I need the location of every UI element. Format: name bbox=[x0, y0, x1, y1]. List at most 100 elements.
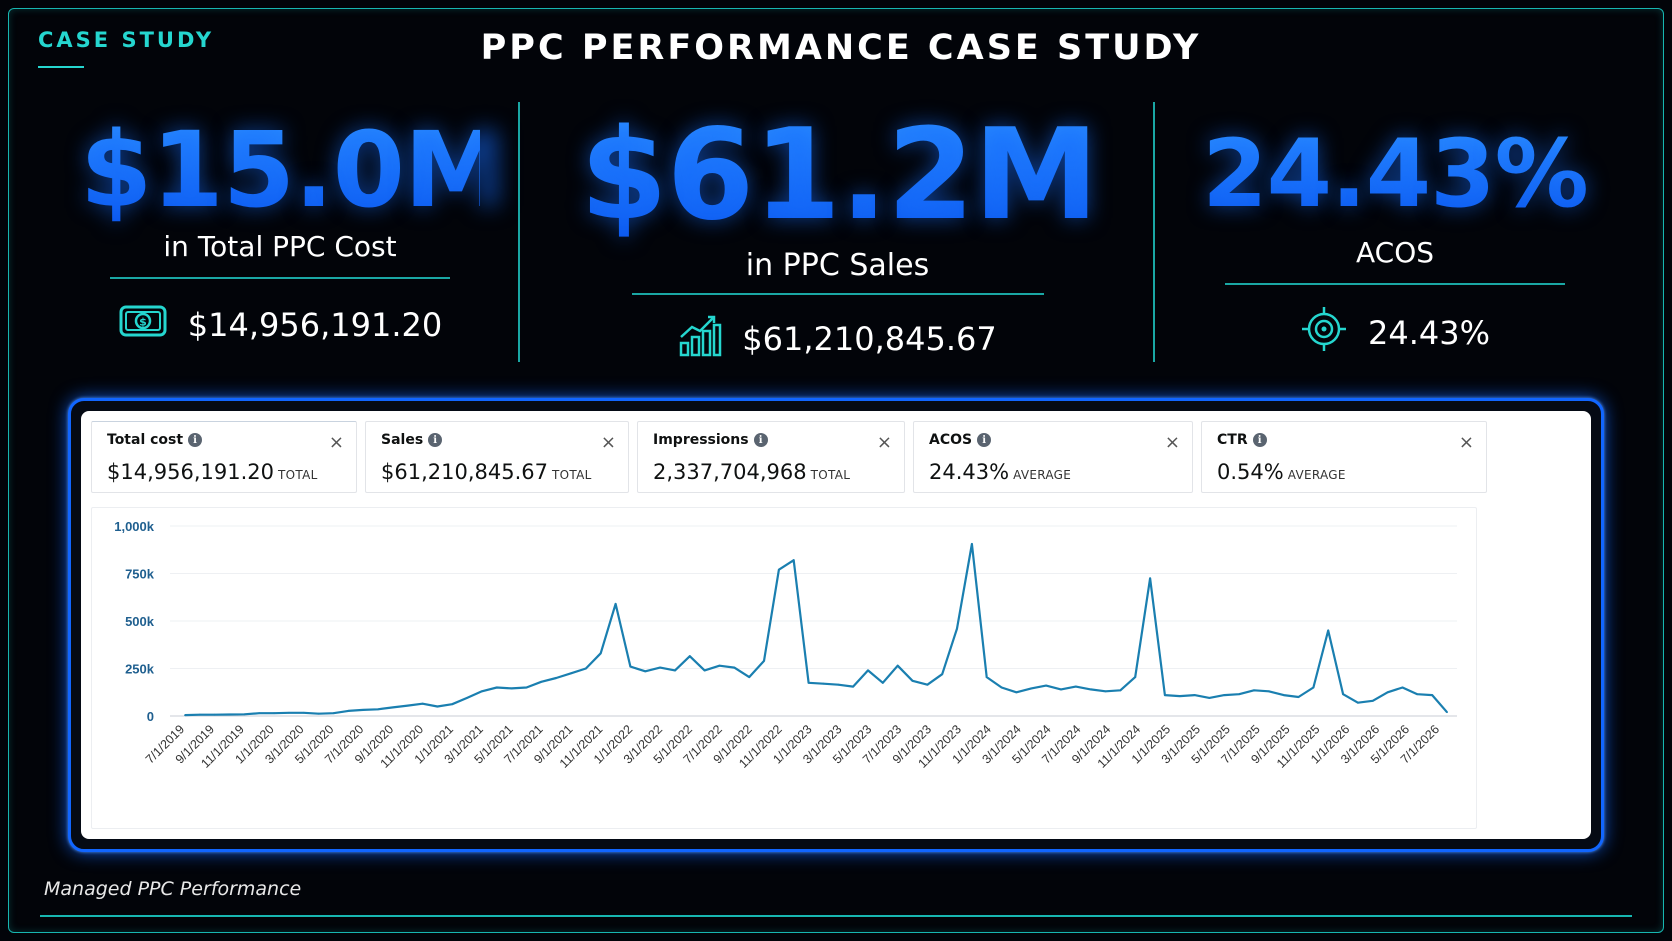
metric-value-row: 24.43% AVERAGE bbox=[929, 460, 1071, 484]
kpi-exact-value: 24.43% bbox=[1367, 313, 1490, 352]
info-icon[interactable]: i bbox=[188, 433, 203, 447]
data-point bbox=[1104, 690, 1107, 693]
close-icon[interactable]: × bbox=[876, 432, 892, 453]
info-icon[interactable]: i bbox=[1252, 433, 1267, 447]
data-point bbox=[273, 712, 275, 715]
close-icon[interactable]: × bbox=[1458, 432, 1474, 453]
close-icon[interactable]: × bbox=[600, 432, 616, 453]
kpi-acos: 24.43% ACOS 24.43% bbox=[1190, 128, 1600, 361]
data-point bbox=[1149, 577, 1151, 580]
data-point bbox=[1045, 684, 1047, 687]
data-point bbox=[347, 710, 350, 712]
data-point bbox=[1267, 690, 1270, 693]
data-point bbox=[392, 706, 394, 709]
data-point bbox=[317, 712, 320, 715]
kpi-big-value: $61.2M bbox=[580, 101, 1099, 248]
data-point bbox=[792, 559, 795, 562]
data-point bbox=[377, 708, 379, 711]
metric-name: Sales bbox=[381, 432, 424, 448]
data-point bbox=[629, 665, 632, 668]
page-title: PPC PERFORMANCE CASE STUDY bbox=[480, 28, 1202, 68]
close-icon[interactable]: × bbox=[1164, 432, 1180, 453]
data-point bbox=[1178, 695, 1181, 697]
data-point bbox=[867, 669, 869, 672]
y-tick-label: 250k bbox=[125, 662, 155, 677]
data-point bbox=[332, 712, 335, 715]
metric-card-ctr[interactable]: CTR i 0.54% AVERAGE × bbox=[1201, 421, 1487, 493]
y-tick-label: 1,000k bbox=[114, 519, 155, 534]
metric-value: 24.43% bbox=[929, 460, 1010, 484]
metric-name-row: ACOS i bbox=[929, 432, 992, 448]
data-point bbox=[1134, 676, 1137, 678]
metric-value-row: 0.54% AVERAGE bbox=[1217, 460, 1346, 484]
data-point bbox=[1119, 689, 1122, 692]
panel-inner: Total cost i $14,956,191.20 TOTAL × Sales i… bbox=[81, 411, 1591, 839]
data-point bbox=[1371, 699, 1374, 702]
data-point bbox=[1297, 696, 1300, 698]
metric-value: $61,210,845.67 bbox=[381, 460, 548, 484]
kpi-rule bbox=[631, 293, 1044, 295]
data-point bbox=[258, 712, 261, 715]
data-point bbox=[911, 679, 914, 682]
chart-container: 0 250k 500k 750k 1,000k 7/1/2019 9/1/2019 11/1/… bbox=[91, 507, 1477, 829]
info-icon[interactable]: i bbox=[977, 433, 992, 447]
kpi-sub: $ $14,956,191.20 bbox=[80, 301, 480, 349]
data-point bbox=[1401, 686, 1404, 689]
data-point bbox=[852, 685, 854, 688]
data-point bbox=[495, 686, 498, 689]
footer-note: Managed PPC Performance bbox=[44, 878, 302, 900]
growth-chart-icon bbox=[678, 313, 722, 365]
money-icon: $ bbox=[118, 301, 168, 349]
data-point bbox=[525, 686, 528, 689]
data-point bbox=[1253, 689, 1255, 692]
data-point bbox=[822, 682, 825, 685]
metric-name-row: Sales i bbox=[381, 432, 443, 448]
y-tick-label: 500k bbox=[125, 614, 155, 629]
metric-value: $14,956,191.20 bbox=[107, 460, 274, 484]
data-point bbox=[540, 680, 543, 683]
metric-value: 2,337,704,968 bbox=[653, 460, 807, 484]
metric-card-acos[interactable]: ACOS i 24.43% AVERAGE × bbox=[913, 421, 1193, 493]
data-point bbox=[659, 666, 661, 669]
data-point bbox=[896, 664, 899, 667]
data-point bbox=[688, 655, 691, 658]
data-point bbox=[555, 677, 558, 679]
metric-tag: TOTAL bbox=[810, 468, 851, 482]
data-point bbox=[926, 683, 929, 686]
data-point bbox=[1015, 691, 1018, 694]
case-study-underline bbox=[38, 66, 84, 68]
info-icon[interactable]: i bbox=[428, 433, 443, 447]
close-icon[interactable]: × bbox=[328, 432, 344, 453]
data-point bbox=[881, 681, 884, 684]
metric-name-row: CTR i bbox=[1217, 432, 1267, 448]
metric-name: Total cost bbox=[107, 432, 184, 448]
metric-card-total-cost[interactable]: Total cost i $14,956,191.20 TOTAL × bbox=[91, 421, 357, 493]
data-point bbox=[466, 697, 468, 699]
data-point bbox=[1089, 688, 1092, 691]
data-point bbox=[1312, 686, 1315, 689]
kpi-label: in Total PPC Cost bbox=[163, 230, 397, 263]
data-point bbox=[718, 664, 721, 667]
case-study-tag: CASE STUDY bbox=[38, 28, 215, 52]
data-point bbox=[614, 603, 617, 605]
data-point bbox=[1000, 686, 1003, 689]
data-point bbox=[184, 714, 186, 716]
metric-name-row: Impressions i bbox=[653, 432, 768, 448]
info-icon[interactable]: i bbox=[753, 433, 768, 447]
series-line bbox=[184, 542, 1448, 717]
data-point bbox=[243, 713, 246, 716]
data-point bbox=[1030, 687, 1033, 690]
data-point bbox=[763, 660, 765, 662]
metric-card-impressions[interactable]: Impressions i 2,337,704,968 TOTAL × bbox=[637, 421, 905, 493]
data-point bbox=[748, 676, 751, 678]
metric-tag: TOTAL bbox=[552, 468, 592, 482]
svg-text:$: $ bbox=[139, 315, 147, 328]
metric-card-sales[interactable]: Sales i $61,210,845.67 TOTAL × bbox=[365, 421, 629, 493]
kpi-divider bbox=[518, 102, 520, 362]
data-point bbox=[1282, 694, 1285, 696]
data-point bbox=[1208, 697, 1211, 699]
data-point bbox=[1238, 693, 1240, 696]
target-icon bbox=[1300, 305, 1348, 361]
kpi-sub: 24.43% bbox=[1190, 305, 1600, 361]
data-point bbox=[1386, 691, 1389, 694]
